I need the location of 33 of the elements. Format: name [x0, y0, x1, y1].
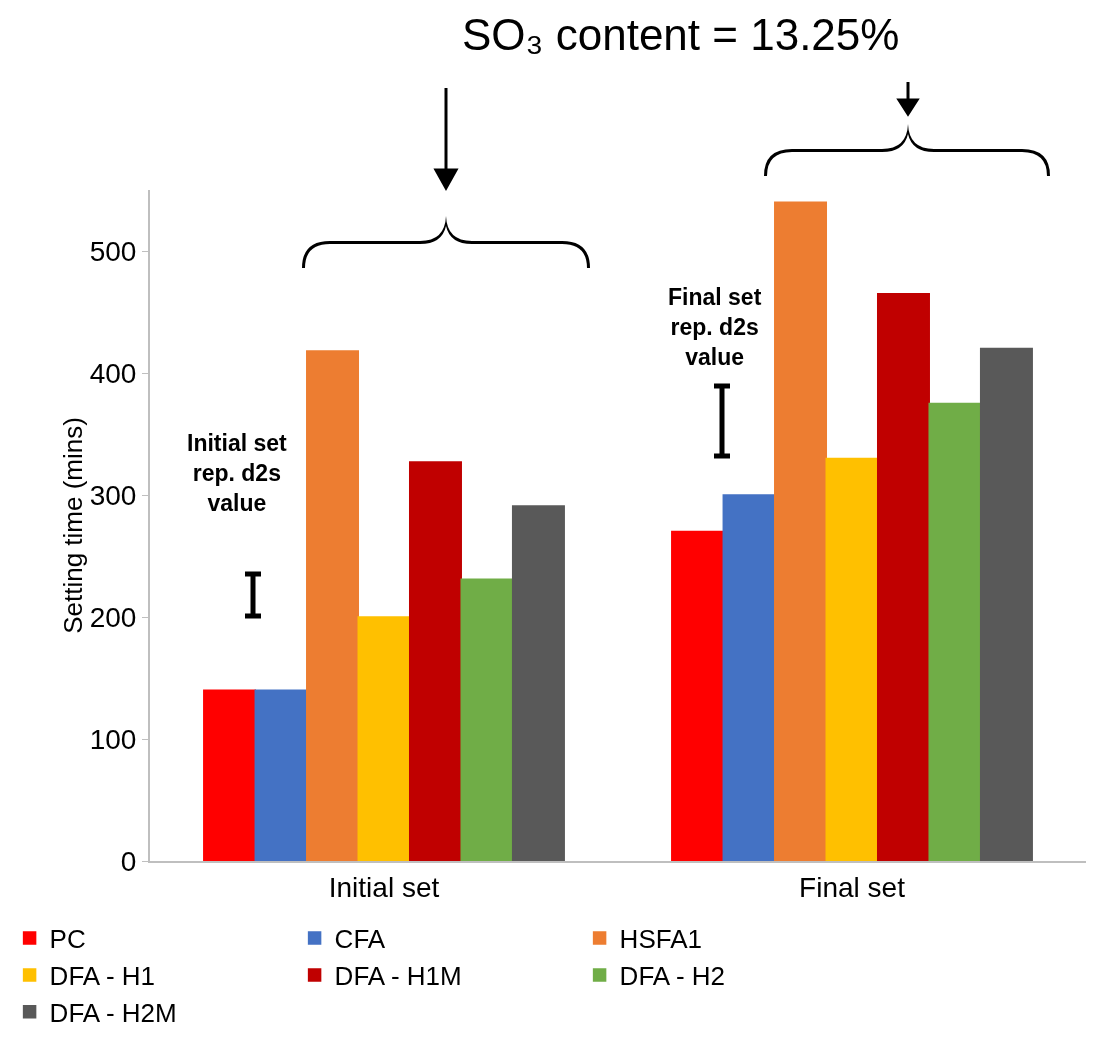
bar [203, 689, 257, 861]
bar [408, 461, 462, 861]
y-tick-label: 400 [89, 357, 137, 389]
legend-label: DFA - H2 [619, 961, 726, 992]
bar [671, 530, 725, 861]
y-tick-label: 500 [89, 235, 137, 267]
y-tick-label: 100 [89, 723, 137, 755]
annotation: Final set rep. d2s value [668, 284, 762, 370]
bar [722, 494, 776, 861]
y-axis-title: Setting time (mins) [57, 417, 88, 634]
bar [876, 292, 930, 861]
bar [979, 347, 1033, 861]
bar [928, 402, 982, 861]
legend-label: DFA - H1M [334, 961, 462, 992]
text: SO₃ content = 13.25% [462, 10, 900, 59]
bar [460, 578, 514, 861]
x-tick-label: Initial set [328, 871, 440, 903]
y-tick-label: 300 [89, 479, 137, 511]
legend-label: HSFA1 [619, 924, 702, 955]
bar [254, 689, 308, 861]
bar [357, 616, 411, 861]
y-tick-label: 0 [120, 845, 137, 877]
legend-label: CFA [334, 924, 386, 955]
legend-label: DFA - H2M [49, 997, 177, 1028]
bar [511, 505, 565, 861]
x-tick-label: Final set [799, 871, 906, 903]
annotation: Initial set rep. d2s value [187, 430, 288, 516]
bar [774, 201, 828, 861]
bar [825, 457, 879, 861]
legend-label: DFA - H1 [49, 961, 156, 992]
y-tick-label: 200 [89, 601, 137, 633]
bar [306, 350, 360, 861]
legend-label: PC [49, 924, 86, 955]
